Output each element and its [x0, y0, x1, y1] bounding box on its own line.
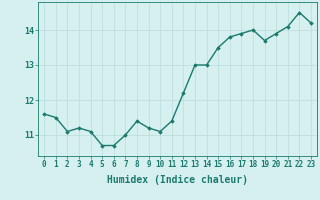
X-axis label: Humidex (Indice chaleur): Humidex (Indice chaleur) [107, 175, 248, 185]
